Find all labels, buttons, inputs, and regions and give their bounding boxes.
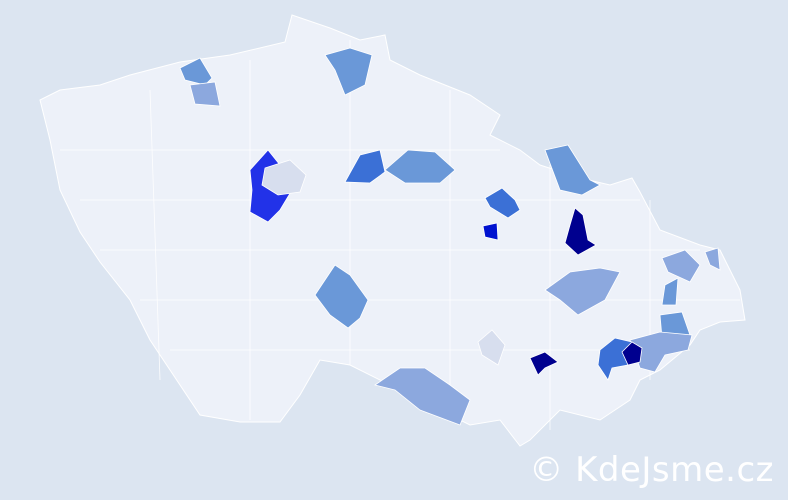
district[interactable] — [482, 222, 499, 241]
watermark: © KdeJsme.cz — [529, 450, 774, 490]
district[interactable] — [344, 149, 386, 184]
district[interactable] — [374, 367, 471, 426]
district[interactable] — [529, 351, 559, 376]
district[interactable] — [189, 81, 221, 107]
district[interactable] — [661, 249, 701, 283]
district[interactable] — [661, 277, 679, 306]
highlighted-districts — [179, 47, 721, 426]
district[interactable] — [704, 247, 721, 271]
district[interactable] — [629, 331, 693, 373]
district[interactable] — [261, 159, 307, 196]
country-outline — [39, 14, 746, 447]
district[interactable] — [324, 47, 373, 96]
district[interactable] — [597, 337, 633, 381]
district[interactable] — [544, 267, 621, 316]
district[interactable] — [384, 149, 456, 184]
district[interactable] — [621, 341, 643, 366]
district[interactable] — [314, 264, 369, 329]
district[interactable] — [484, 187, 521, 219]
district[interactable] — [564, 207, 597, 256]
district[interactable] — [544, 144, 601, 196]
district[interactable] — [179, 57, 213, 86]
district[interactable] — [477, 329, 506, 366]
